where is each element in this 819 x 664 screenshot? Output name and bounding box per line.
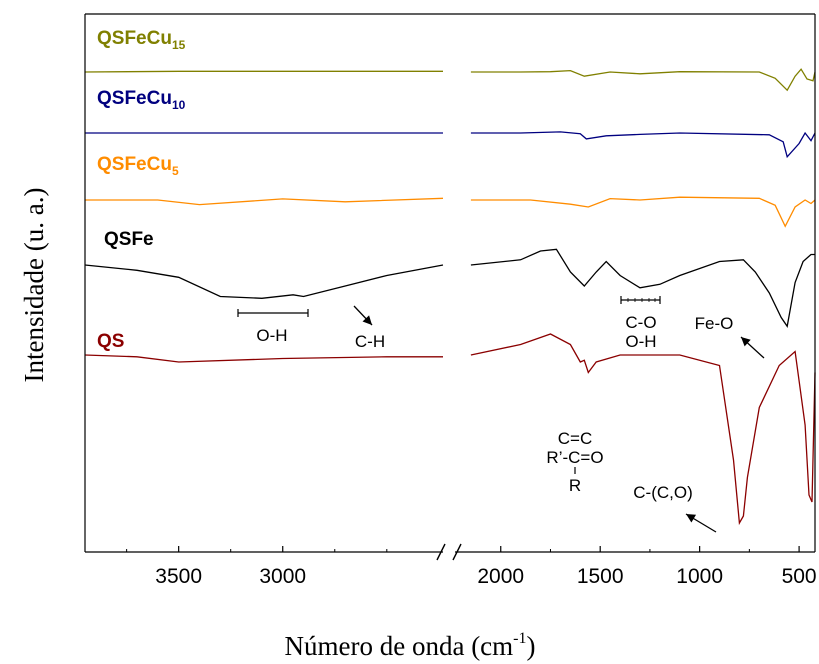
series-line-QSFeCu10-seg1	[470, 131, 816, 159]
annotation-7: R	[569, 476, 581, 495]
feo-arrow-head	[741, 337, 751, 347]
annotation-4: Fe-O	[695, 314, 734, 333]
series-label-QSFeCu15: QSFeCu15	[97, 28, 186, 52]
x-tick-label-1500: 1500	[577, 565, 624, 588]
annotation-3: O-H	[625, 332, 656, 351]
series-line-QS-seg0	[84, 354, 443, 363]
series-line-QS-seg1	[470, 333, 816, 526]
series-line-QSFeCu15-seg0	[84, 70, 443, 73]
series-line-QSFe-seg0	[84, 264, 444, 299]
series-line-QSFe-seg1	[470, 248, 815, 328]
y-axis-label: Intensidade (u. a.)	[19, 188, 49, 383]
cco-arrow-head	[686, 514, 697, 523]
axis-break-mark-1	[436, 543, 446, 561]
series-line-QSFeCu5-seg1	[470, 196, 816, 228]
axis-break-mark-2	[452, 543, 462, 561]
x-tick-label-1000: 1000	[676, 565, 723, 588]
x-axis-label: Número de onda (cm-1)	[285, 630, 536, 661]
series-label-QSFeCu10: QSFeCu10	[97, 88, 186, 112]
annotation-8: C-(C,O)	[633, 483, 692, 502]
series-label-QSFe: QSFe	[104, 229, 154, 250]
series-label-QS: QS	[97, 331, 124, 352]
annotation-5: C=C	[558, 429, 592, 448]
x-tick-label-3000: 3000	[259, 565, 306, 588]
x-tick-label-3500: 3500	[155, 565, 202, 588]
series-line-QSFeCu15-seg1	[470, 68, 816, 92]
x-tick-label-2000: 2000	[477, 565, 524, 588]
series-label-QSFeCu5: QSFeCu5	[97, 154, 179, 178]
annotation-0: O-H	[256, 326, 287, 345]
ch-arrow-head	[362, 315, 372, 325]
annotation-6: R’-C=O	[546, 448, 603, 467]
annotation-2: C-O	[625, 313, 656, 332]
series-line-QSFeCu5-seg0	[85, 197, 444, 206]
x-tick-label-500: 500	[782, 565, 817, 588]
annotation-1: C-H	[355, 332, 385, 351]
